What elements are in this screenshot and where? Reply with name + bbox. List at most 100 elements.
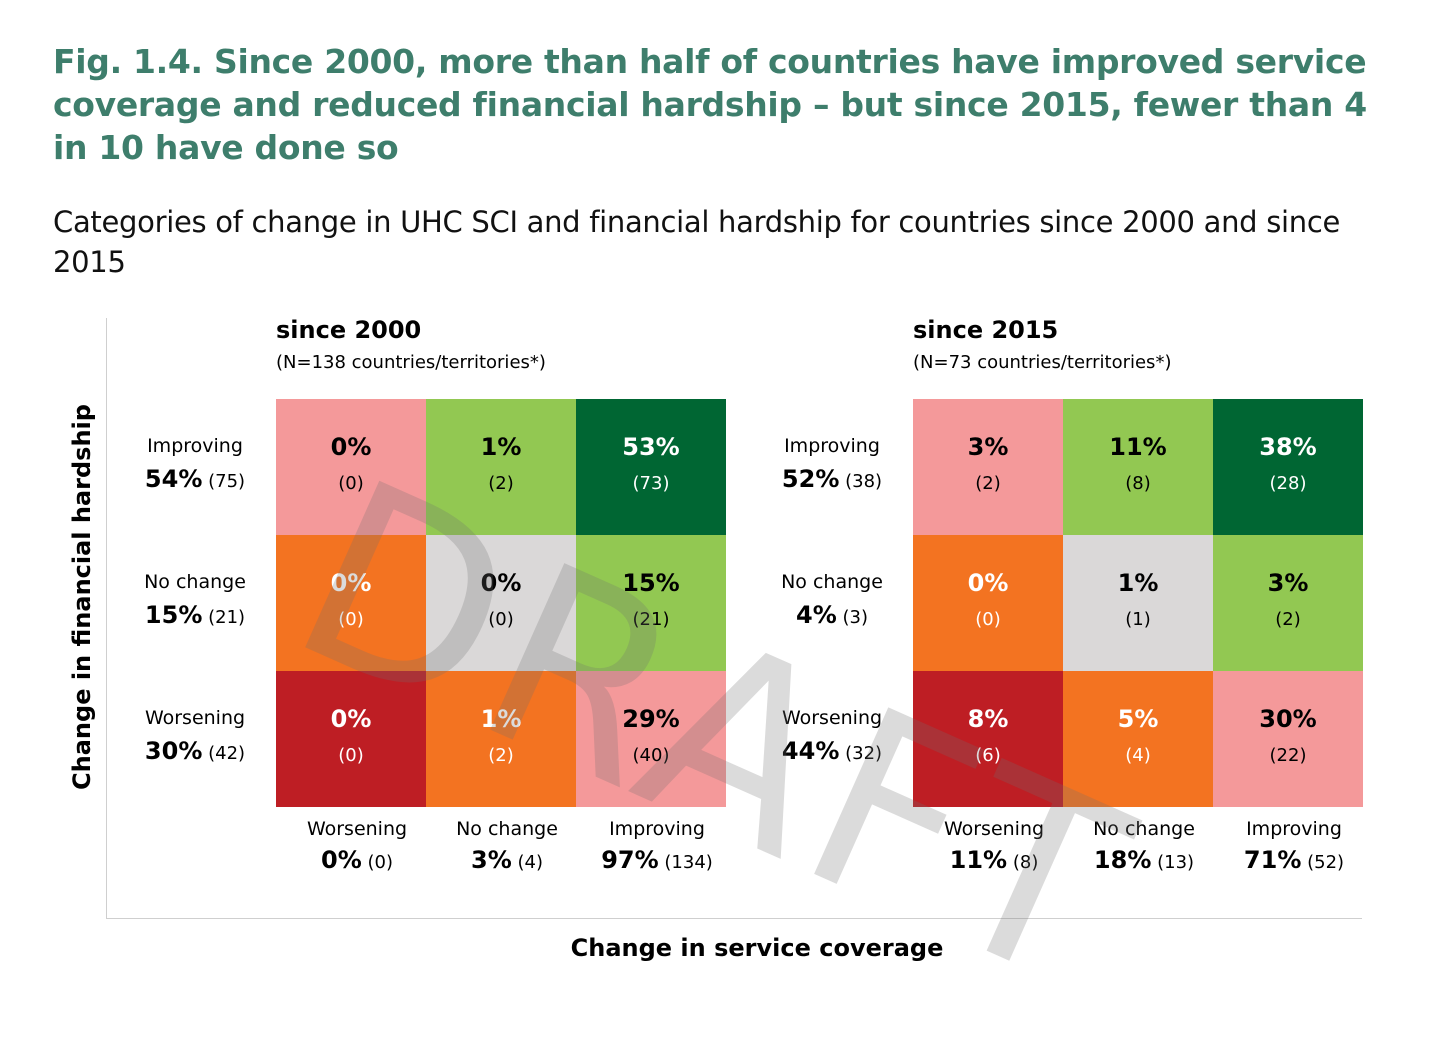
cell-count: (8) [1125, 473, 1151, 494]
column-category: Improving [1246, 818, 1342, 840]
column-category: No change [1093, 818, 1195, 840]
column-total: 0% (0) [282, 846, 432, 874]
row-total-count: (32) [845, 743, 883, 764]
row-category: Worsening [781, 707, 883, 729]
column-total-count: (8) [1012, 852, 1039, 873]
column-category: Worsening [943, 818, 1045, 840]
heatmap-cell: 29% (40) [576, 671, 726, 807]
column-total: 3% (4) [432, 846, 582, 874]
row-total: 44% (32) [767, 737, 897, 765]
column-total-percent: 3% [471, 846, 512, 874]
row-label: Improving 52% (38) [767, 435, 897, 493]
heatmap-cell: 0% (0) [276, 535, 426, 671]
heatmap-cell: 15% (21) [576, 535, 726, 671]
column-total-count: (13) [1157, 852, 1195, 873]
y-axis-line [106, 318, 107, 919]
row-category: Improving [784, 435, 880, 457]
column-label: No change 3% (4) [432, 818, 582, 874]
figure-title: Fig. 1.4. Since 2000, more than half of … [53, 42, 1367, 167]
cell-percent: 0% [330, 705, 372, 733]
row-total: 15% (21) [130, 601, 260, 629]
heatmap-cell: 0% (0) [913, 535, 1063, 671]
heatmap-cell: 11% (8) [1063, 399, 1213, 535]
column-category: Worsening [306, 818, 408, 840]
column-label: No change 18% (13) [1069, 818, 1219, 874]
column-total: 11% (8) [919, 846, 1069, 874]
cell-percent: 38% [1259, 433, 1317, 461]
column-total-percent: 71% [1243, 846, 1302, 874]
cell-count: (1) [1125, 609, 1151, 630]
cell-percent: 30% [1259, 705, 1317, 733]
heatmap-cell: 38% (28) [1213, 399, 1363, 535]
heatmap-cell: 0% (0) [426, 535, 576, 671]
row-total-percent: 30% [144, 737, 203, 765]
cell-percent: 29% [622, 705, 680, 733]
row-total-count: (3) [842, 607, 868, 628]
cell-percent: 8% [967, 705, 1009, 733]
row-label: No change 15% (21) [130, 571, 260, 629]
row-total-count: (75) [208, 471, 246, 492]
column-total-percent: 0% [321, 846, 362, 874]
column-total: 97% (134) [582, 846, 732, 874]
cell-percent: 53% [622, 433, 680, 461]
cell-count: (73) [632, 473, 670, 494]
y-axis-label: Change in financial hardship [68, 404, 96, 790]
cell-count: (2) [975, 473, 1001, 494]
column-total-percent: 97% [601, 846, 659, 874]
row-total-percent: 54% [144, 465, 203, 493]
column-total-count: (4) [517, 852, 543, 873]
heatmap-cell: 30% (22) [1213, 671, 1363, 807]
cell-count: (2) [488, 745, 514, 766]
row-total: 54% (75) [130, 465, 260, 493]
row-category: Worsening [144, 707, 246, 729]
x-axis-label: Change in service coverage [570, 934, 944, 962]
cell-percent: 1% [480, 705, 522, 733]
row-category: No change [781, 571, 883, 593]
cell-count: (2) [488, 473, 514, 494]
cell-count: (0) [338, 609, 364, 630]
column-total: 18% (13) [1069, 846, 1219, 874]
cell-count: (0) [975, 609, 1001, 630]
column-label: Improving 97% (134) [582, 818, 732, 874]
cell-percent: 1% [1117, 569, 1159, 597]
column-category: Improving [609, 818, 705, 840]
heatmap-cell: 1% (2) [426, 671, 576, 807]
column-total-percent: 18% [1093, 846, 1152, 874]
cell-count: (28) [1269, 473, 1307, 494]
row-total-percent: 4% [796, 601, 837, 629]
row-total-percent: 44% [781, 737, 840, 765]
column-category: No change [456, 818, 558, 840]
column-label: Worsening 0% (0) [282, 818, 432, 874]
column-total-count: (52) [1307, 852, 1345, 873]
panel-n-label: (N=138 countries/territories*) [276, 352, 546, 373]
row-total-count: (42) [208, 743, 246, 764]
figure-subtitle: Categories of change in UHC SCI and fina… [53, 205, 1341, 279]
column-total-count: (134) [664, 852, 713, 873]
column-total-percent: 11% [949, 846, 1008, 874]
cell-count: (0) [488, 609, 514, 630]
row-label: Worsening 44% (32) [767, 707, 897, 765]
panel-n-label: (N=73 countries/territories*) [913, 352, 1172, 373]
column-label: Worsening 11% (8) [919, 818, 1069, 874]
row-total-count: (21) [208, 607, 246, 628]
row-total-count: (38) [845, 471, 883, 492]
row-total: 4% (3) [767, 601, 897, 629]
cell-percent: 11% [1109, 433, 1167, 461]
column-total: 71% (52) [1219, 846, 1369, 874]
row-category: No change [144, 571, 246, 593]
cell-count: (2) [1275, 609, 1301, 630]
row-total: 30% (42) [130, 737, 260, 765]
cell-percent: 0% [330, 569, 372, 597]
heatmap-cell: 1% (2) [426, 399, 576, 535]
cell-percent: 0% [330, 433, 372, 461]
heatmap-cell: 0% (0) [276, 399, 426, 535]
panel-title: since 2015 [913, 316, 1059, 344]
heatmap-cell: 53% (73) [576, 399, 726, 535]
cell-count: (22) [1269, 745, 1307, 766]
column-label: Improving 71% (52) [1219, 818, 1369, 874]
cell-count: (21) [632, 609, 670, 630]
heatmap-cell: 0% (0) [276, 671, 426, 807]
cell-percent: 3% [967, 433, 1009, 461]
cell-count: (4) [1125, 745, 1151, 766]
cell-count: (0) [338, 473, 364, 494]
